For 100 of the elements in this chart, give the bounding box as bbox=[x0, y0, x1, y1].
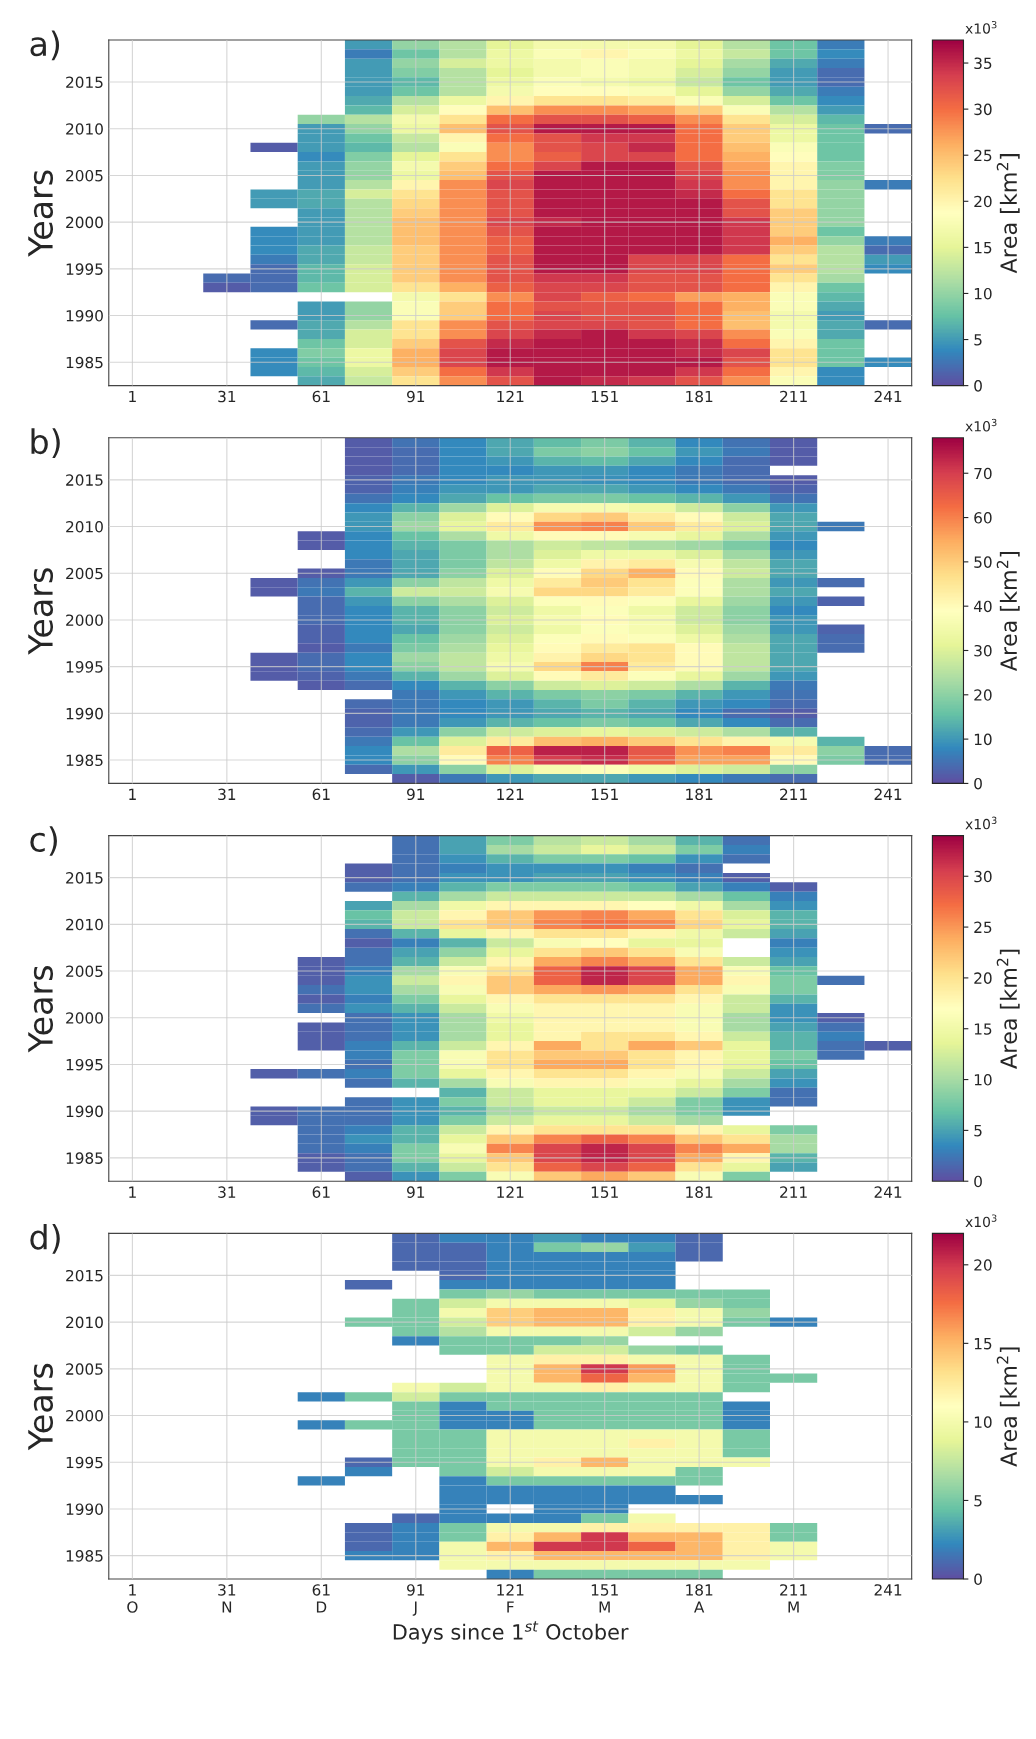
x-tick-label: 91 bbox=[407, 1186, 425, 1198]
chart-title: d) bbox=[30, 1223, 60, 1254]
x-tick-label: 121 bbox=[497, 390, 524, 403]
y-tick-label: 2000 bbox=[66, 1012, 103, 1024]
color-bar-label: 0 bbox=[974, 380, 982, 392]
y-tick-label: 1985 bbox=[66, 1550, 103, 1562]
color-bar-label: 10 bbox=[974, 1074, 992, 1086]
x-tick-label: 91 bbox=[407, 788, 425, 801]
x-tick-label: 61 bbox=[312, 390, 330, 403]
color-bar-label: 15 bbox=[974, 1023, 992, 1035]
x-tick-label: 241 bbox=[874, 788, 902, 800]
y-tick-label: 2005 bbox=[66, 567, 103, 580]
x-tick-label: 181 bbox=[686, 788, 713, 801]
x-tick-label: 31 bbox=[218, 390, 236, 403]
color-bar-label: 0 bbox=[974, 777, 982, 790]
color-bar-label: 5 bbox=[974, 1125, 982, 1137]
y-tick-label: 2010 bbox=[66, 1316, 103, 1329]
y-tick-label: 1995 bbox=[66, 661, 103, 673]
y-tick-label: 1985 bbox=[66, 1152, 103, 1164]
y-tick-label: 1985 bbox=[66, 754, 103, 767]
color-bar-label: 40 bbox=[973, 600, 992, 613]
y-tick-label: 2015 bbox=[66, 474, 103, 486]
y-tick-label: 2000 bbox=[66, 1410, 103, 1422]
x-tick-label: 61 D bbox=[312, 1584, 330, 1613]
x-tick-label: 181 bbox=[686, 1186, 713, 1198]
color-bar-label: 0 bbox=[974, 1573, 982, 1586]
color-bar-label: 15 bbox=[974, 242, 992, 254]
y-axis-title: Years bbox=[28, 568, 54, 655]
color-bar-label: 10 bbox=[974, 733, 992, 746]
x-tick-label: 1 O bbox=[127, 1584, 138, 1613]
color-bar-label: 50 bbox=[974, 556, 992, 568]
color-bar-label: 15 bbox=[974, 1338, 992, 1350]
color-bar-label: 25 bbox=[974, 921, 992, 934]
x-tick-label: 151 bbox=[591, 788, 618, 801]
y-tick-label: 1990 bbox=[66, 1503, 103, 1515]
color-bar-label: 10 bbox=[974, 287, 992, 300]
y-axis-title: Years bbox=[28, 170, 54, 257]
x-tick-label: 61 bbox=[312, 788, 330, 801]
y-tick-label: 1985 bbox=[66, 356, 103, 369]
color-bar-label: 20 bbox=[974, 689, 992, 701]
y-tick-label: 2010 bbox=[66, 521, 103, 533]
color-bar-label: 5 bbox=[974, 334, 982, 346]
color-bar-label: 5 bbox=[974, 1495, 982, 1507]
y-tick-label: 1995 bbox=[66, 1058, 103, 1071]
y-tick-label: 2015 bbox=[66, 872, 103, 884]
y-tick-label: 1990 bbox=[66, 707, 103, 720]
y-tick-label: 2005 bbox=[66, 169, 103, 182]
color-bar-label: 70 bbox=[974, 467, 992, 480]
y-tick-label: 2005 bbox=[66, 1363, 103, 1375]
x-tick-label: 31 bbox=[218, 788, 236, 801]
color-bar-title: Area [km$^{2}$] bbox=[996, 1347, 1020, 1467]
y-tick-label: 2010 bbox=[66, 123, 103, 135]
chart-title: a) bbox=[30, 30, 60, 61]
color-bar-label: 30 bbox=[974, 103, 992, 116]
x-tick-label: 211 M bbox=[780, 1584, 807, 1613]
x-tick-label: 151 bbox=[591, 1186, 618, 1198]
color-bar-label: 35 bbox=[974, 57, 992, 70]
x-tick-label: 211 bbox=[780, 390, 807, 403]
color-bar-title: Area [km$^{2}$] bbox=[996, 154, 1020, 274]
color-bar-label: 60 bbox=[974, 512, 992, 524]
color-bar-label: 25 bbox=[974, 149, 992, 162]
chart-title: c) bbox=[30, 826, 57, 856]
x-tick-label: 151 bbox=[591, 390, 618, 403]
chart-title: b) bbox=[31, 428, 60, 459]
x-tick-label: 211 bbox=[780, 788, 807, 800]
x-tick-label: 151 M bbox=[591, 1584, 618, 1613]
x-tick-label: 211 bbox=[780, 1186, 807, 1198]
y-tick-label: 2000 bbox=[66, 216, 103, 229]
x-tick-label: 121 bbox=[497, 1186, 524, 1198]
y-tick-label: 2010 bbox=[66, 918, 103, 931]
x-tick-label: 1 bbox=[129, 390, 136, 403]
y-axis-title: Years bbox=[28, 1363, 54, 1451]
y-tick-label: 1990 bbox=[66, 310, 103, 322]
x-tick-label: 61 bbox=[312, 1186, 330, 1198]
color-bar-label: 20 bbox=[974, 195, 992, 208]
x-tick-label: 31 N bbox=[218, 1584, 236, 1613]
color-bar-label: 30 bbox=[974, 644, 992, 657]
y-tick-label: 2015 bbox=[66, 1269, 103, 1282]
color-bar-title: Area [km$^{2}$] bbox=[996, 551, 1020, 672]
x-tick-label: 241 bbox=[874, 390, 902, 403]
x-tick-label: 91 J bbox=[407, 1584, 425, 1616]
x-tick-label: 241 bbox=[874, 1186, 902, 1198]
x-tick-label: 181 A bbox=[686, 1584, 713, 1613]
text: x10$^{3}$ bbox=[965, 816, 997, 830]
color-bar-label: 10 bbox=[974, 1416, 992, 1428]
y-axis-title: Years bbox=[28, 966, 54, 1053]
x-tick-label: 1 bbox=[129, 788, 136, 800]
color-bar-label: 20 bbox=[974, 972, 992, 984]
y-tick-label: 1995 bbox=[66, 1456, 103, 1469]
y-tick-label: 1990 bbox=[66, 1105, 103, 1118]
y-tick-label: 2015 bbox=[66, 76, 103, 89]
x-tick-label: 181 bbox=[686, 390, 713, 403]
color-bar-label: 0 bbox=[974, 1175, 982, 1188]
x-tick-label: 121 F bbox=[497, 1584, 524, 1613]
x-tick-label: 31 bbox=[218, 1186, 236, 1198]
y-tick-label: 2000 bbox=[66, 614, 103, 626]
color-bar-label: 20 bbox=[974, 1259, 992, 1271]
x-tick-label: 91 bbox=[407, 390, 425, 403]
text: x10$^{3}$ bbox=[965, 1214, 997, 1228]
text: x10$^{3}$ bbox=[965, 21, 997, 34]
